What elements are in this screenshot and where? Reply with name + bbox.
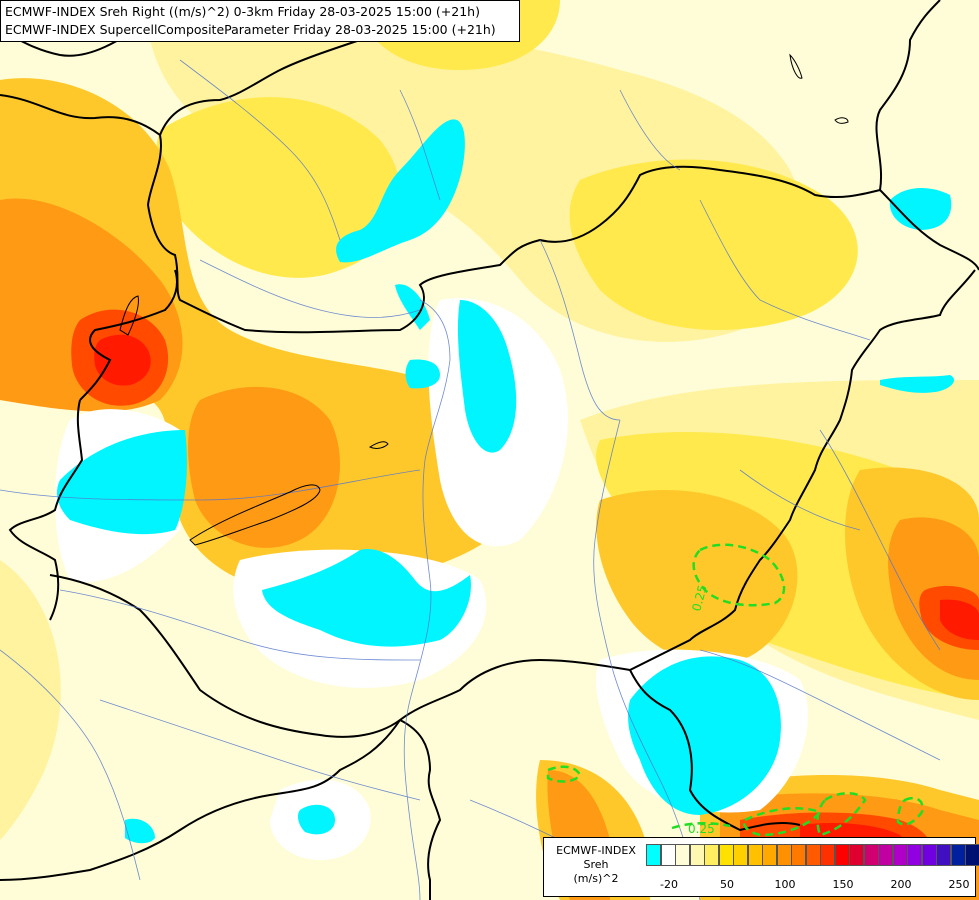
legend-swatch [863,844,879,866]
legend-tick-label: 100 [774,878,796,891]
legend-tick-label: 150 [832,878,854,891]
contour-label-a: 0.25 [689,583,709,612]
contour-label-b: 0.25 [688,822,715,836]
header-line-1: ECMWF-INDEX Sreh Right ((m/s)^2) 0-3km F… [5,4,480,19]
legend-swatch [849,844,864,866]
legend-swatch [892,844,908,866]
legend-swatch [965,844,979,866]
scp-contours [546,543,924,837]
legend-swatch [820,844,835,866]
legend-swatch [762,844,777,866]
lake-outlines [119,53,849,546]
legend-swatch [950,844,966,866]
legend-swatch [921,844,937,866]
legend-tick-label: 200 [890,878,912,891]
sreh-fill-cyan [57,119,955,844]
legend-swatch [675,844,690,866]
legend-swatch [733,844,748,866]
legend-title-param: Sreh [583,858,609,871]
river-lines [0,59,941,900]
legend-title: ECMWF-INDEX Sreh (m/s)^2 [548,844,644,886]
legend-swatch [646,844,661,866]
legend-swatch [834,844,850,866]
header-line-2: ECMWF-INDEX SupercellCompositeParameter … [5,22,496,37]
legend-title-units: (m/s)^2 [573,872,619,885]
legend-swatch [689,844,705,866]
legend-title-source: ECMWF-INDEX [556,844,636,857]
legend-swatch [907,844,922,866]
legend-swatch [805,844,821,866]
legend-swatch [936,844,951,866]
legend-tick-label: -20 [660,878,678,891]
legend-tick-label: 50 [720,878,734,891]
color-legend: ECMWF-INDEX Sreh (m/s)^2 -20 50 100 150 200 2… [543,837,979,897]
legend-swatch [878,844,893,866]
legend-swatch [704,844,719,866]
legend-swatch [776,844,792,866]
legend-swatch [747,844,763,866]
legend-tick-label: 250 [948,878,970,891]
legend-swatch [791,844,806,866]
map-header: ECMWF-INDEX Sreh Right ((m/s)^2) 0-3km F… [0,0,520,42]
legend-swatch [718,844,734,866]
legend-swatch [660,844,676,866]
